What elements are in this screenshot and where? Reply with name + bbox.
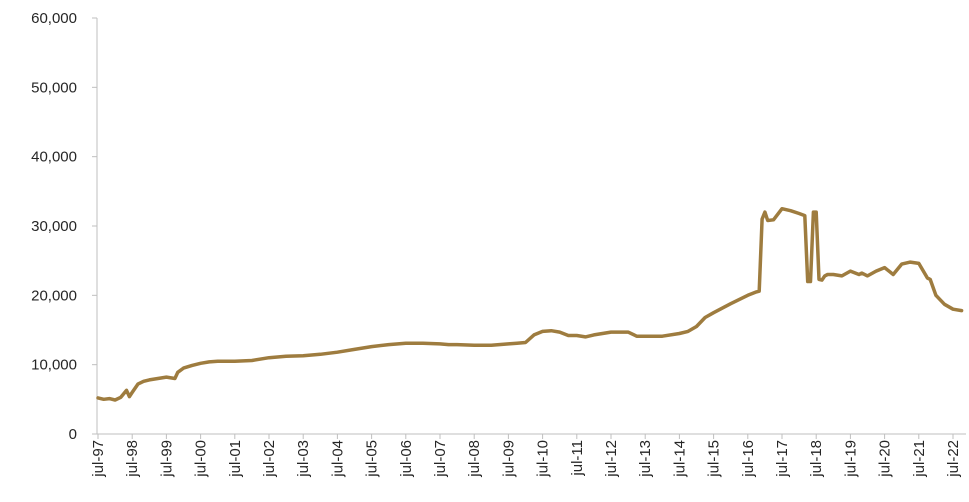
x-tick-label: jul-09 (500, 440, 517, 478)
x-tick-label: jul-04 (329, 440, 346, 478)
y-tick-label: 10,000 (31, 357, 77, 374)
y-tick-label: 0 (69, 426, 77, 443)
x-tick-label: jul-01 (227, 440, 244, 478)
x-tick-label: jul-15 (706, 440, 723, 478)
x-tick-label: jul-08 (466, 440, 483, 478)
x-tick-label: jul-16 (740, 440, 757, 478)
y-tick-label: 30,000 (31, 218, 77, 235)
x-axis-ticks: jul-97 jul-98 jul-99 jul-00 jul-01 jul-02 jul-… (90, 434, 962, 478)
x-tick-label: jul-99 (158, 440, 175, 478)
x-tick-label: jul-21 (911, 440, 928, 478)
x-tick-label: jul-98 (124, 440, 141, 478)
x-tick-label: jul-18 (808, 440, 825, 478)
y-tick-label: 20,000 (31, 287, 77, 304)
x-tick-label: jul-17 (774, 440, 791, 478)
plot-area (96, 206, 964, 402)
x-tick-label: jul-05 (364, 440, 381, 478)
x-tick-label: jul-00 (193, 440, 210, 478)
x-tick-label: jul-14 (671, 440, 688, 478)
x-tick-label: jul-07 (432, 440, 449, 478)
x-tick-label: jul-06 (398, 440, 415, 478)
y-tick-label: 60,000 (31, 10, 77, 27)
x-tick-label: jul-02 (261, 440, 278, 478)
y-tick-label: 50,000 (31, 79, 77, 96)
y-tick-label: 40,000 (31, 149, 77, 166)
x-tick-label: jul-03 (295, 440, 312, 478)
x-tick-label: jul-20 (877, 440, 894, 478)
x-tick-label: jul-97 (90, 440, 107, 478)
x-tick-label: jul-22 (945, 440, 962, 478)
series-line (96, 206, 964, 402)
x-tick-label: jul-10 (535, 440, 552, 478)
x-tick-label: jul-19 (842, 440, 859, 478)
y-axis-ticks: 0 10,000 20,000 30,000 40,000 50,000 60,000 (31, 10, 97, 443)
x-tick-label: jul-13 (637, 440, 654, 478)
x-tick-label: jul-11 (569, 440, 586, 477)
x-tick-label: jul-12 (603, 440, 620, 478)
